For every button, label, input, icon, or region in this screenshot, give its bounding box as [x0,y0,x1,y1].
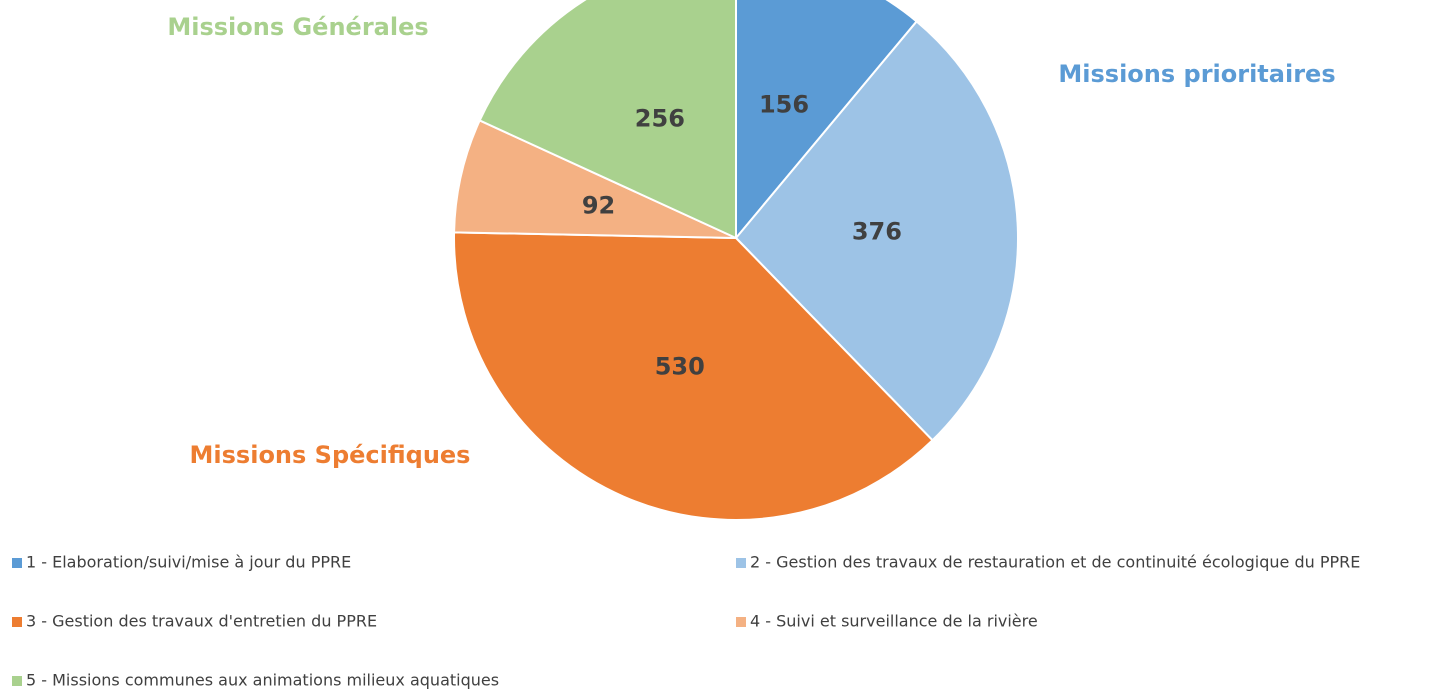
legend-label: 2 - Gestion des travaux de restauration … [750,553,1360,572]
pie-slice [478,0,737,240]
data-label: 530 [655,352,705,380]
pie-slice [734,20,1019,442]
legend-swatch [736,617,746,627]
legend-swatch [12,617,22,627]
annotation: Missions Spécifiques [190,441,471,469]
data-label: 156 [759,90,809,118]
data-label: 376 [852,218,902,246]
pie-slice [453,231,934,521]
legend-swatch [12,676,22,686]
legend-label: 1 - Elaboration/suivi/mise à jour du PPR… [26,553,351,572]
legend-label: 4 - Suivi et surveillance de la rivière [750,612,1038,631]
legend-swatch [12,558,22,568]
pie-slice [735,0,919,241]
annotation: Missions prioritaires [1058,60,1335,88]
data-label: 92 [582,192,615,220]
legend-swatch [736,558,746,568]
legend-label: 3 - Gestion des travaux d'entretien du P… [26,612,377,631]
legend-label: 5 - Missions communes aux animations mil… [26,671,499,690]
data-label: 256 [635,104,685,132]
pie-slice [453,119,737,239]
annotation: Missions Générales [167,13,428,41]
